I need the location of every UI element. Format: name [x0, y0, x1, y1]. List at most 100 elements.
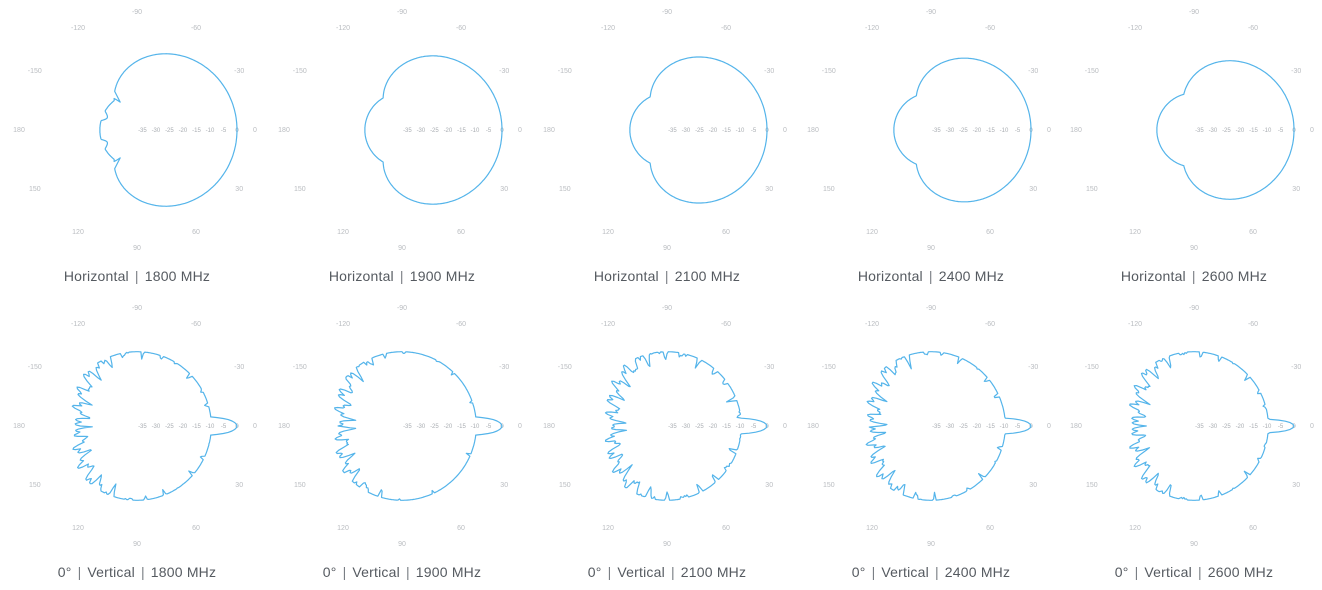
radial-tick-label: -10 — [736, 424, 745, 430]
radial-tick-label: -10 — [1263, 128, 1272, 134]
angle-tick-label: -120 — [1128, 25, 1142, 32]
radial-tick-label: -5 — [1015, 424, 1021, 430]
radial-tick-label: -15 — [1249, 128, 1258, 134]
angle-tick-label: 0 — [518, 127, 522, 134]
angle-tick-label: 60 — [457, 229, 465, 236]
angle-tick-label: -60 — [191, 321, 201, 328]
radial-tick-label: -5 — [1278, 424, 1284, 430]
chart-caption: Horizontal | 2600 MHz — [1062, 268, 1322, 284]
angle-tick-label: -150 — [1085, 68, 1099, 75]
caption-separator: | — [405, 564, 410, 580]
angle-tick-label: 180 — [807, 423, 819, 430]
caption-part: Vertical — [352, 564, 400, 580]
angle-tick-label: -150 — [558, 364, 572, 371]
caption-separator: | — [607, 564, 612, 580]
angle-tick-label: -30 — [234, 364, 244, 371]
caption-separator: | — [399, 268, 404, 284]
radial-tick-label: -30 — [152, 128, 161, 134]
angle-tick-label: 90 — [927, 245, 935, 252]
angle-tick-label: 60 — [722, 525, 730, 532]
radial-tick-label: -15 — [457, 128, 466, 134]
angle-tick-label: -90 — [397, 305, 407, 312]
angle-tick-label: 90 — [927, 541, 935, 548]
angle-tick-label: 120 — [602, 525, 614, 532]
angle-tick-label: 150 — [294, 482, 306, 489]
angle-tick-label: 30 — [1292, 186, 1300, 193]
chart-caption: Horizontal | 1900 MHz — [270, 268, 534, 284]
caption-separator: | — [664, 268, 669, 284]
polar-chart-6: 0 30 60 90 120 150 180 -150 -120 -90 -60 -30 0 -5 -10-… — [5, 296, 269, 590]
caption-part: 2400 MHz — [938, 268, 1005, 284]
radial-tick-label: -35 — [1195, 128, 1204, 134]
angle-tick-label: 180 — [807, 127, 819, 134]
pattern-series-6 — [71, 351, 238, 501]
radial-tick-label: -15 — [192, 424, 201, 430]
angle-tick-label: 150 — [559, 482, 571, 489]
angle-tick-label: 150 — [823, 482, 835, 489]
angle-tick-label: -30 — [1028, 364, 1038, 371]
angle-tick-label: 90 — [1190, 245, 1198, 252]
angle-tick-label: -30 — [1291, 364, 1301, 371]
radial-tick-label: -10 — [206, 424, 215, 430]
radial-tick-label: -30 — [682, 424, 691, 430]
angle-tick-label: 0 — [1047, 127, 1051, 134]
angle-tick-label: -150 — [558, 68, 572, 75]
angle-tick-label: 180 — [1070, 127, 1082, 134]
pattern-series-2 — [364, 55, 503, 205]
angle-tick-label: 30 — [1029, 482, 1037, 489]
angle-tick-label: 60 — [192, 525, 200, 532]
polar-plot-8: 0306090120150180-150-120-90-60-300-5-10-… — [543, 305, 787, 548]
caption-part: 0° — [57, 564, 72, 580]
angle-tick-label: 0 — [1047, 423, 1051, 430]
angle-tick-label: 30 — [765, 186, 773, 193]
angle-tick-label: -60 — [456, 321, 466, 328]
radial-tick-label: -30 — [946, 128, 955, 134]
angle-tick-label: 30 — [500, 482, 508, 489]
angle-tick-label: 30 — [1029, 186, 1037, 193]
radial-tick-label: -35 — [932, 424, 941, 430]
angle-tick-label: -120 — [336, 25, 350, 32]
angle-tick-label: -120 — [71, 321, 85, 328]
caption-part: 2400 MHz — [944, 564, 1011, 580]
angle-tick-label: -60 — [985, 25, 995, 32]
radial-tick-label: -30 — [152, 424, 161, 430]
angle-tick-label: -150 — [293, 364, 307, 371]
radial-tick-label: -25 — [165, 424, 174, 430]
angle-tick-label: 60 — [986, 229, 994, 236]
polar-chart-7: 0 30 60 90 120 150 180 -150 -120 -90 -60 -30 0 -5 -10-… — [270, 296, 534, 590]
radial-tick-label: -35 — [403, 424, 412, 430]
caption-part: 0° — [322, 564, 337, 580]
angle-tick-label: 30 — [235, 482, 243, 489]
radial-tick-label: -20 — [973, 128, 982, 134]
angle-tick-label: 0 — [518, 423, 522, 430]
angle-tick-label: 90 — [663, 245, 671, 252]
angle-tick-label: 60 — [986, 525, 994, 532]
angle-tick-label: -30 — [764, 364, 774, 371]
polar-plot-6: 0306090120150180-150-120-90-60-300-5-10-… — [13, 305, 257, 548]
angle-tick-label: 60 — [1249, 525, 1257, 532]
angle-tick-label: -30 — [499, 68, 509, 75]
radial-tick-label: -5 — [751, 424, 757, 430]
chart-caption: 0° | Vertical | 2600 MHz — [1062, 564, 1322, 580]
caption-separator: | — [1134, 564, 1139, 580]
radial-tick-label: -5 — [486, 128, 492, 134]
angle-tick-label: -150 — [28, 364, 42, 371]
radial-tick-label: -30 — [682, 128, 691, 134]
radial-tick-label: -5 — [1015, 128, 1021, 134]
caption-part: 1800 MHz — [150, 564, 217, 580]
radial-tick-label: -20 — [1236, 424, 1245, 430]
pattern-series-10 — [1129, 351, 1295, 501]
angle-tick-label: 30 — [500, 186, 508, 193]
angle-tick-label: 120 — [337, 229, 349, 236]
pattern-series-5 — [1156, 60, 1295, 200]
polar-plot-5: 0306090120150180-150-120-90-60-300-5-10-… — [1070, 9, 1314, 252]
caption-part: 2100 MHz — [680, 564, 747, 580]
angle-tick-label: 180 — [13, 127, 25, 134]
chart-caption: Horizontal | 1800 MHz — [5, 268, 269, 284]
angle-tick-label: 60 — [722, 229, 730, 236]
radial-tick-label: -5 — [221, 424, 227, 430]
caption-part: Horizontal — [63, 268, 129, 284]
radial-tick-label: -35 — [1195, 424, 1204, 430]
polar-plot-9: 0306090120150180-150-120-90-60-300-5-10-… — [807, 305, 1051, 548]
caption-part: 2100 MHz — [674, 268, 741, 284]
